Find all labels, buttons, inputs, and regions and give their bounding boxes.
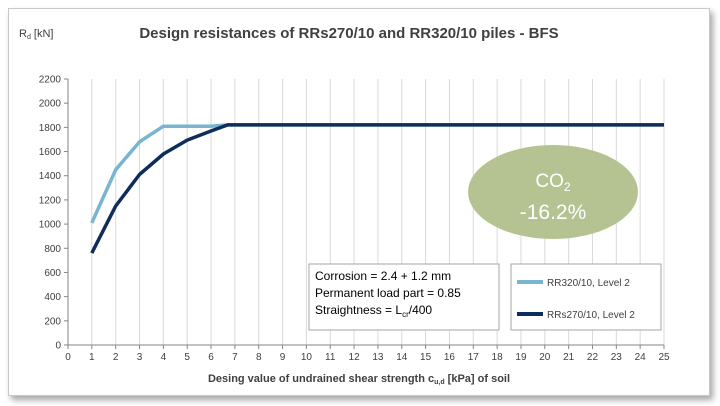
y-tick-label: 800 (44, 244, 61, 255)
x-tick-label: 14 (396, 352, 408, 363)
x-tick-label: 11 (325, 352, 336, 363)
x-tick-label: 19 (515, 352, 527, 363)
y-tick-label: 1000 (39, 220, 62, 231)
y-axis-label: Rd [kN] (19, 28, 53, 41)
x-tick-label: 1 (89, 352, 95, 363)
x-tick-label: 10 (301, 352, 313, 363)
x-tick-label: 8 (256, 352, 262, 363)
chart-frame: Design resistances of RRs270/10 and RR32… (8, 8, 710, 396)
x-tick-label: 7 (232, 352, 238, 363)
co2-badge-label: CO2 (535, 171, 571, 194)
x-tick-label: 0 (65, 352, 71, 363)
co2-badge-ellipse (468, 145, 638, 239)
x-tick-label: 6 (208, 352, 214, 363)
legend-label-rrs270: RRs270/10, Level 2 (547, 310, 635, 321)
x-tick-label: 4 (161, 352, 167, 363)
x-tick-label: 15 (420, 352, 432, 363)
x-axis-label-sub: u,d (434, 379, 445, 386)
x-tick-label: 17 (468, 352, 480, 363)
y-tick-label: 200 (44, 316, 61, 327)
legend: RR320/10, Level 2 RRs270/10, Level 2 (510, 263, 662, 331)
y-tick-label: 400 (44, 292, 61, 303)
x-tick-label: 24 (635, 352, 647, 363)
series-lines (90, 123, 664, 254)
y-tick-label: 1600 (39, 147, 62, 158)
x-tick-label: 3 (137, 352, 143, 363)
x-tick-label: 5 (184, 352, 190, 363)
y-axis-label-main: R (19, 28, 27, 40)
co2-badge-label-sub: 2 (564, 180, 571, 194)
annotation-box: Corrosion = 2.4 + 1.2 mm Permanent load … (308, 263, 500, 331)
y-tick-label: 600 (44, 268, 61, 279)
annotation-corrosion: Corrosion = 2.4 + 1.2 mm (315, 269, 451, 283)
x-tick-label: 9 (280, 352, 286, 363)
series-line-rrs270 (90, 123, 664, 254)
x-axis-label-pre: Desing value of undrained shear strength… (208, 373, 434, 385)
x-tick-label: 20 (539, 352, 551, 363)
x-tick-label: 12 (349, 352, 361, 363)
y-axis-label-sub: d (27, 34, 31, 41)
x-tick-label: 21 (563, 352, 575, 363)
x-tick-label: 23 (611, 352, 623, 363)
y-tick-label: 2000 (39, 99, 62, 110)
annotation-straightness-post: /400 (409, 303, 433, 317)
annotation-straightness-pre: Straightness = L (315, 303, 402, 317)
co2-badge: CO2 -16.2% (468, 145, 638, 239)
x-tick-label: 22 (587, 352, 599, 363)
co2-badge-label-main: CO (535, 171, 564, 192)
x-tick-label: 25 (658, 352, 670, 363)
co2-badge-value: -16.2% (520, 201, 587, 224)
x-tick-label: 2 (113, 352, 119, 363)
annotation-box-border (308, 263, 500, 331)
chart-title: Design resistances of RRs270/10 and RR32… (139, 25, 558, 42)
x-axis-label: Desing value of undrained shear strength… (208, 373, 510, 386)
line-chart: Design resistances of RRs270/10 and RR32… (19, 25, 670, 386)
x-tick-label: 18 (492, 352, 504, 363)
x-tick-label: 16 (444, 352, 456, 363)
y-tick-label: 1800 (39, 123, 62, 134)
y-tick-label: 0 (55, 341, 61, 352)
annotation-load-part: Permanent load part = 0.85 (315, 286, 461, 300)
y-tick-label: 1400 (39, 171, 62, 182)
y-tick-label: 1200 (39, 195, 62, 206)
x-tick-label: 13 (372, 352, 384, 363)
tick-labels: 0 1 2 3 4 5 6 7 8 9 10 11 12 13 14 15 16 17 18 19 20 21 22 23 24… (39, 75, 670, 364)
annotation-straightness-sub: cr (402, 310, 409, 319)
legend-label-rr320: RR320/10, Level 2 (547, 278, 630, 289)
y-axis-label-unit: [kN] (31, 28, 54, 40)
legend-border (510, 263, 662, 331)
annotation-straightness: Straightness = Lcr/400 (315, 303, 432, 319)
y-tick-label: 2200 (39, 75, 62, 86)
x-axis-label-post: [kPa] of soil (445, 373, 510, 385)
axes (64, 78, 665, 349)
